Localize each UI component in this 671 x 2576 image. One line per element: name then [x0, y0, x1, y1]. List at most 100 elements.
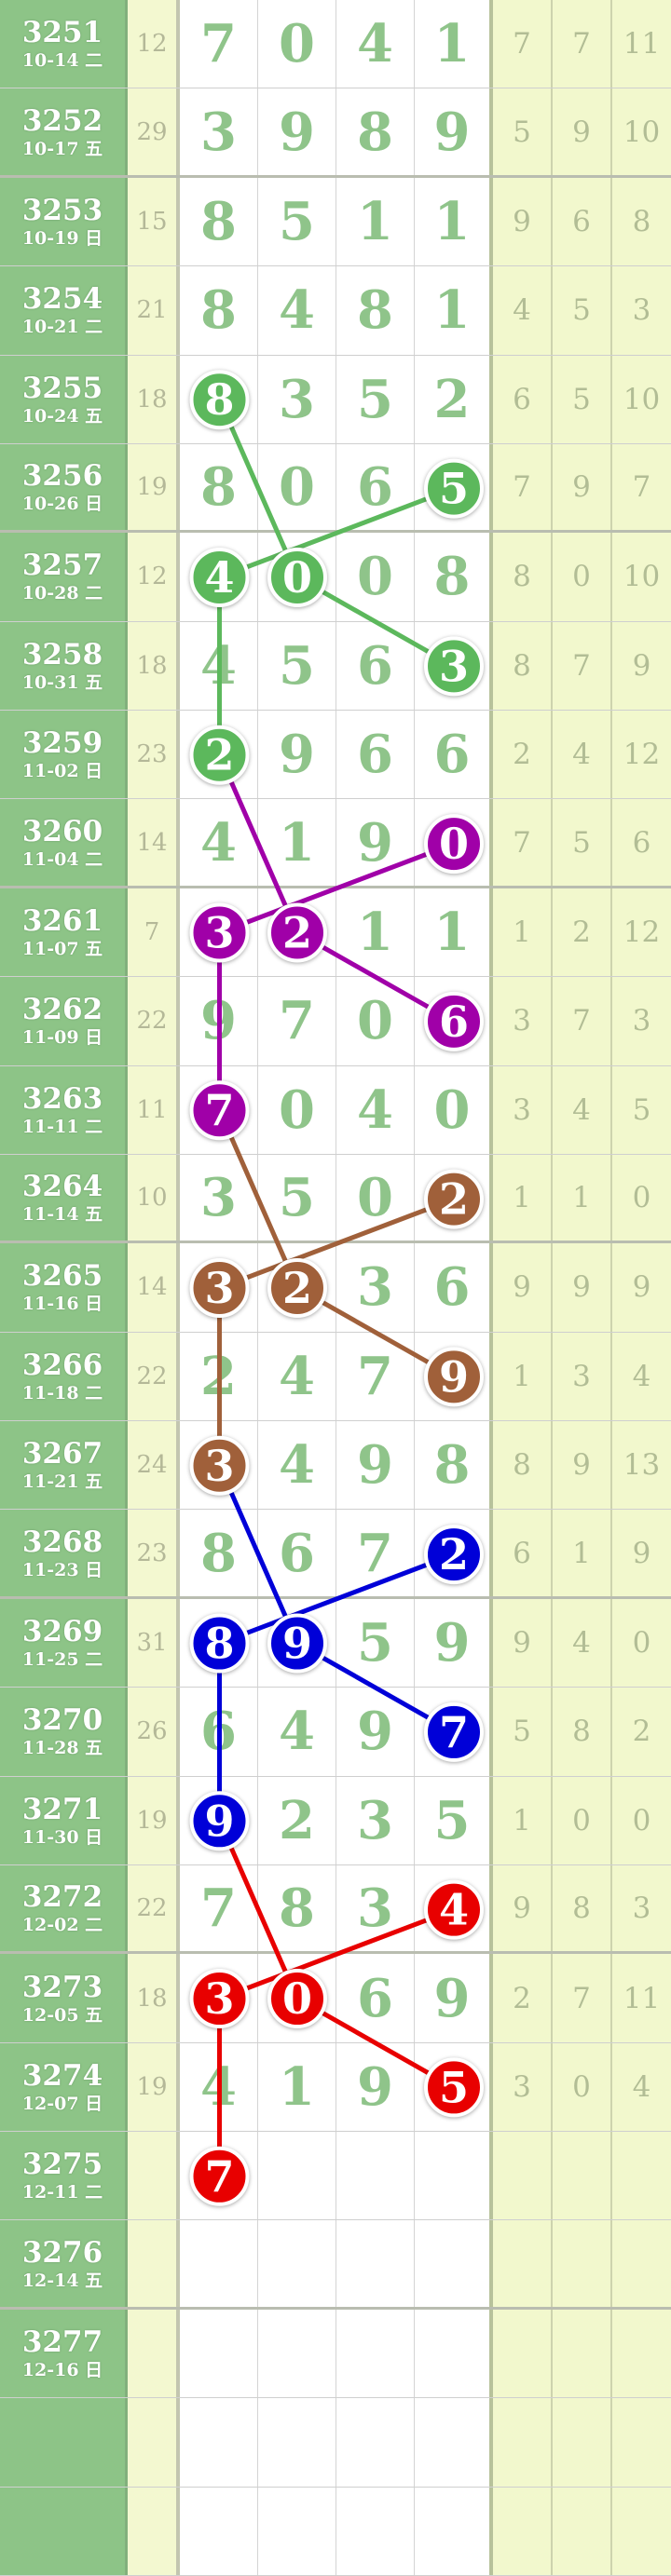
sum-cell: 23: [128, 1510, 180, 1596]
ball-digit: 3: [204, 1263, 234, 1313]
stat-cell: 9: [493, 177, 553, 266]
issue-label: [0, 2398, 128, 2487]
digit-cell: 7: [336, 1510, 415, 1596]
issue-date: 11-30 日: [21, 1826, 103, 1848]
digit-cell: 4: [258, 266, 336, 355]
stat-cell: 3: [612, 266, 671, 355]
digit-cell: [258, 2132, 336, 2220]
issue-label: 3253 10-19 日: [0, 177, 128, 266]
digit-cell: 7: [336, 1332, 415, 1421]
trend-line: [295, 930, 456, 1024]
digit-cell: 0: [336, 533, 415, 621]
highlight-ball: 2: [424, 1169, 484, 1229]
issue-number: 3277: [21, 2325, 103, 2360]
issue-number: 3273: [21, 1970, 103, 2004]
trend-line: [218, 1197, 455, 1291]
issue-date: 11-23 日: [21, 1559, 103, 1580]
highlight-ball: 5: [424, 2057, 484, 2118]
stat-cell: 12: [612, 711, 671, 799]
digit-cell: [180, 2398, 258, 2487]
issue-label: 3262 11-09 日: [0, 977, 128, 1065]
highlight-ball: 7: [189, 2146, 250, 2206]
stat-cell: 6: [612, 799, 671, 886]
issue-label: 3277 12-16 日: [0, 2309, 128, 2398]
issue-label: 3264 11-14 五: [0, 1154, 128, 1241]
issue-number: 3268: [21, 1525, 103, 1559]
stat-cell: 6: [493, 1510, 553, 1596]
sum-cell: 12: [128, 533, 180, 621]
stat-cell: 9: [553, 1421, 612, 1510]
digit-cell: 1: [415, 266, 493, 355]
sum-cell: 22: [128, 1864, 180, 1952]
digit-cell: [258, 2487, 336, 2575]
digit-cell: 5: [258, 177, 336, 266]
sum-cell: 11: [128, 1065, 180, 1154]
stat-cell: 6: [493, 355, 553, 443]
digit-cell: 0: [336, 977, 415, 1065]
digit-cell: [415, 2132, 493, 2220]
issue-number: 3271: [21, 1792, 103, 1826]
sum-cell: [128, 2487, 180, 2575]
digit-cell: [258, 2309, 336, 2398]
ball-digit: 4: [204, 552, 234, 603]
sum-cell: 19: [128, 443, 180, 531]
ball-digit: 2: [282, 907, 312, 957]
stat-cell: 0: [612, 1776, 671, 1864]
stat-cell: 7: [553, 621, 612, 711]
issue-label: 3252 10-17 五: [0, 88, 128, 175]
issue-label: 3266 11-18 二: [0, 1332, 128, 1421]
issue-label: 3256 10-26 日: [0, 443, 128, 531]
stat-cell: 1: [553, 1154, 612, 1241]
digit-cell: 8: [415, 533, 493, 621]
issue-date: 11-16 日: [21, 1294, 103, 1315]
highlight-ball: 3: [189, 1969, 250, 2029]
stat-cell: 5: [493, 1688, 553, 1776]
stat-cell: 1: [493, 888, 553, 977]
issue-date: 12-02 二: [21, 1915, 103, 1936]
highlight-ball: 3: [189, 902, 250, 963]
ball-digit: 5: [439, 2062, 469, 2112]
stat-cell: 10: [612, 355, 671, 443]
issue-number: 3259: [21, 726, 103, 761]
stat-cell: 12: [612, 888, 671, 977]
stat-cell: 4: [612, 2042, 671, 2132]
issue-date: 10-31 五: [21, 671, 103, 693]
issue-label: 3268 11-23 日: [0, 1510, 128, 1596]
issue-label: 3251 10-14 二: [0, 0, 128, 88]
issue-date: 11-14 五: [21, 1204, 103, 1226]
stat-cell: 8: [493, 621, 553, 711]
digit-cell: 9: [415, 1954, 493, 2042]
stat-cell: [493, 2309, 553, 2398]
digit-cell: [336, 2309, 415, 2398]
issue-label: 3275 12-11 二: [0, 2132, 128, 2220]
ball-digit: 0: [282, 1973, 312, 2024]
ball-digit: 7: [204, 2151, 234, 2202]
stat-cell: 1: [493, 1776, 553, 1864]
highlight-ball: 3: [189, 1435, 250, 1496]
digit-cell: [180, 2309, 258, 2398]
issue-date: 10-17 五: [21, 138, 103, 159]
issue-label: 3254 10-21 二: [0, 266, 128, 355]
issue-number: 3252: [21, 103, 103, 138]
issue-label: [0, 2487, 128, 2575]
table-row: 3277 12-16 日: [0, 2309, 671, 2399]
stat-cell: [493, 2220, 553, 2307]
stat-cell: 0: [612, 1154, 671, 1241]
stat-cell: 9: [612, 1510, 671, 1596]
stat-cell: 8: [612, 177, 671, 266]
digit-cell: 6: [336, 443, 415, 531]
stat-cell: 13: [612, 1421, 671, 1510]
stat-cell: 7: [493, 0, 553, 88]
issue-date: 11-21 五: [21, 1471, 103, 1493]
digit-cell: [415, 2398, 493, 2487]
digit-cell: [415, 2220, 493, 2307]
sum-cell: 7: [128, 888, 180, 977]
stat-cell: 7: [553, 977, 612, 1065]
ball-digit: 6: [439, 997, 469, 1047]
digit-cell: 4: [336, 0, 415, 88]
stat-cell: 11: [612, 0, 671, 88]
issue-date: 11-09 日: [21, 1027, 103, 1049]
digit-cell: 0: [258, 1065, 336, 1154]
sum-cell: [128, 2309, 180, 2398]
digit-cell: 6: [258, 1510, 336, 1596]
